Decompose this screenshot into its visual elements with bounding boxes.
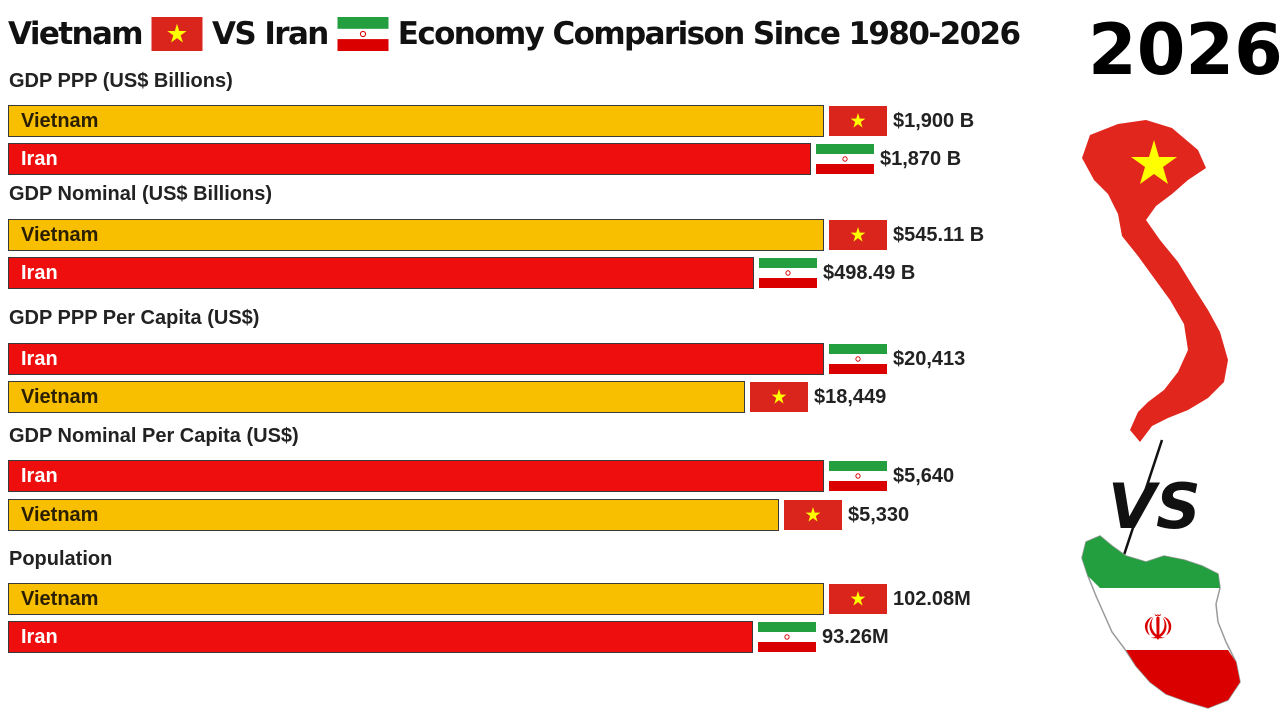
- vietnam-map-icon: [1082, 120, 1228, 442]
- iran-flag-icon: [829, 344, 887, 374]
- bar-label: Vietnam: [21, 588, 99, 610]
- value-label: $5,640: [893, 465, 955, 487]
- vietnam-flag-icon: [829, 106, 887, 136]
- bar-iran: Iran: [8, 460, 824, 492]
- bar-label: Iran: [21, 465, 58, 487]
- iran-flag-icon: [816, 144, 874, 174]
- chart-title: Vietnam VS Iran Economy Comparison Since…: [8, 12, 1021, 56]
- iran-emblem-icon: ☫: [1142, 608, 1174, 649]
- year-label: 2026: [1088, 9, 1280, 91]
- metric-title: GDP PPP (US$ Billions): [9, 70, 233, 92]
- bar-flag: [784, 500, 842, 530]
- value-label: $18,449: [814, 386, 887, 408]
- bar-vietnam: Vietnam: [8, 105, 824, 137]
- value-label: $498.49 B: [823, 262, 916, 284]
- value-label: $1,870 B: [880, 148, 962, 170]
- bar-flag: [750, 382, 808, 412]
- bar-label: Vietnam: [21, 110, 99, 132]
- bar-vietnam: Vietnam: [8, 219, 824, 251]
- title-country-vietnam: Vietnam: [8, 16, 144, 52]
- bar-label: Iran: [21, 262, 58, 284]
- bar-vietnam: Vietnam: [8, 583, 824, 615]
- vietnam-flag-icon: [750, 382, 808, 412]
- bar-label: Iran: [21, 348, 58, 370]
- bar-flag: [829, 220, 887, 250]
- iran-map-icon: ☫: [1081, 535, 1241, 709]
- iran-flag-icon: [758, 622, 816, 652]
- value-label: $20,413: [893, 348, 966, 370]
- vietnam-flag-icon: [829, 220, 887, 250]
- bar-flag: [829, 106, 887, 136]
- metric-title: GDP Nominal Per Capita (US$): [9, 425, 299, 447]
- value-label: $5,330: [848, 504, 910, 526]
- bar-flag: [829, 584, 887, 614]
- metric-title: GDP PPP Per Capita (US$): [9, 307, 260, 329]
- bar-iran: Iran: [8, 343, 824, 375]
- bar-label: Iran: [21, 626, 58, 648]
- value-label: $545.11 B: [893, 224, 985, 246]
- bar-flag: [816, 144, 874, 174]
- bar-label: Iran: [21, 148, 58, 170]
- bar-iran: Iran: [8, 621, 753, 653]
- metric-title: GDP Nominal (US$ Billions): [9, 183, 272, 205]
- value-label: 102.08M: [893, 588, 971, 610]
- bar-flag: [829, 461, 887, 491]
- value-label: $1,900 B: [893, 110, 975, 132]
- vietnam-flag-icon: [784, 500, 842, 530]
- vietnam-flag-icon: [151, 17, 203, 51]
- iran-flag-icon: [759, 258, 817, 288]
- bar-label: Vietnam: [21, 224, 99, 246]
- country-maps: VS ☫: [1081, 120, 1241, 709]
- bar-iran: Iran: [8, 143, 811, 175]
- title-subtitle: Economy Comparison Since 1980-2026: [397, 16, 1021, 52]
- metric-title: Population: [9, 548, 113, 570]
- bar-label: Vietnam: [21, 504, 99, 526]
- vs-icon: VS: [1108, 439, 1201, 556]
- value-label: 93.26M: [822, 626, 889, 648]
- bar-flag: [759, 258, 817, 288]
- bar-vietnam: Vietnam: [8, 381, 745, 413]
- vs-text: VS: [1108, 470, 1201, 543]
- vietnam-star-icon: [1131, 140, 1177, 184]
- iran-flag-icon: [829, 461, 887, 491]
- bar-iran: Iran: [8, 257, 754, 289]
- bar-flag: [758, 622, 816, 652]
- iran-flag-icon: [337, 17, 389, 51]
- bar-flag: [829, 344, 887, 374]
- bar-vietnam: Vietnam: [8, 499, 779, 531]
- vietnam-flag-icon: [829, 584, 887, 614]
- bar-label: Vietnam: [21, 386, 99, 408]
- title-country-iran: VS Iran: [212, 16, 329, 52]
